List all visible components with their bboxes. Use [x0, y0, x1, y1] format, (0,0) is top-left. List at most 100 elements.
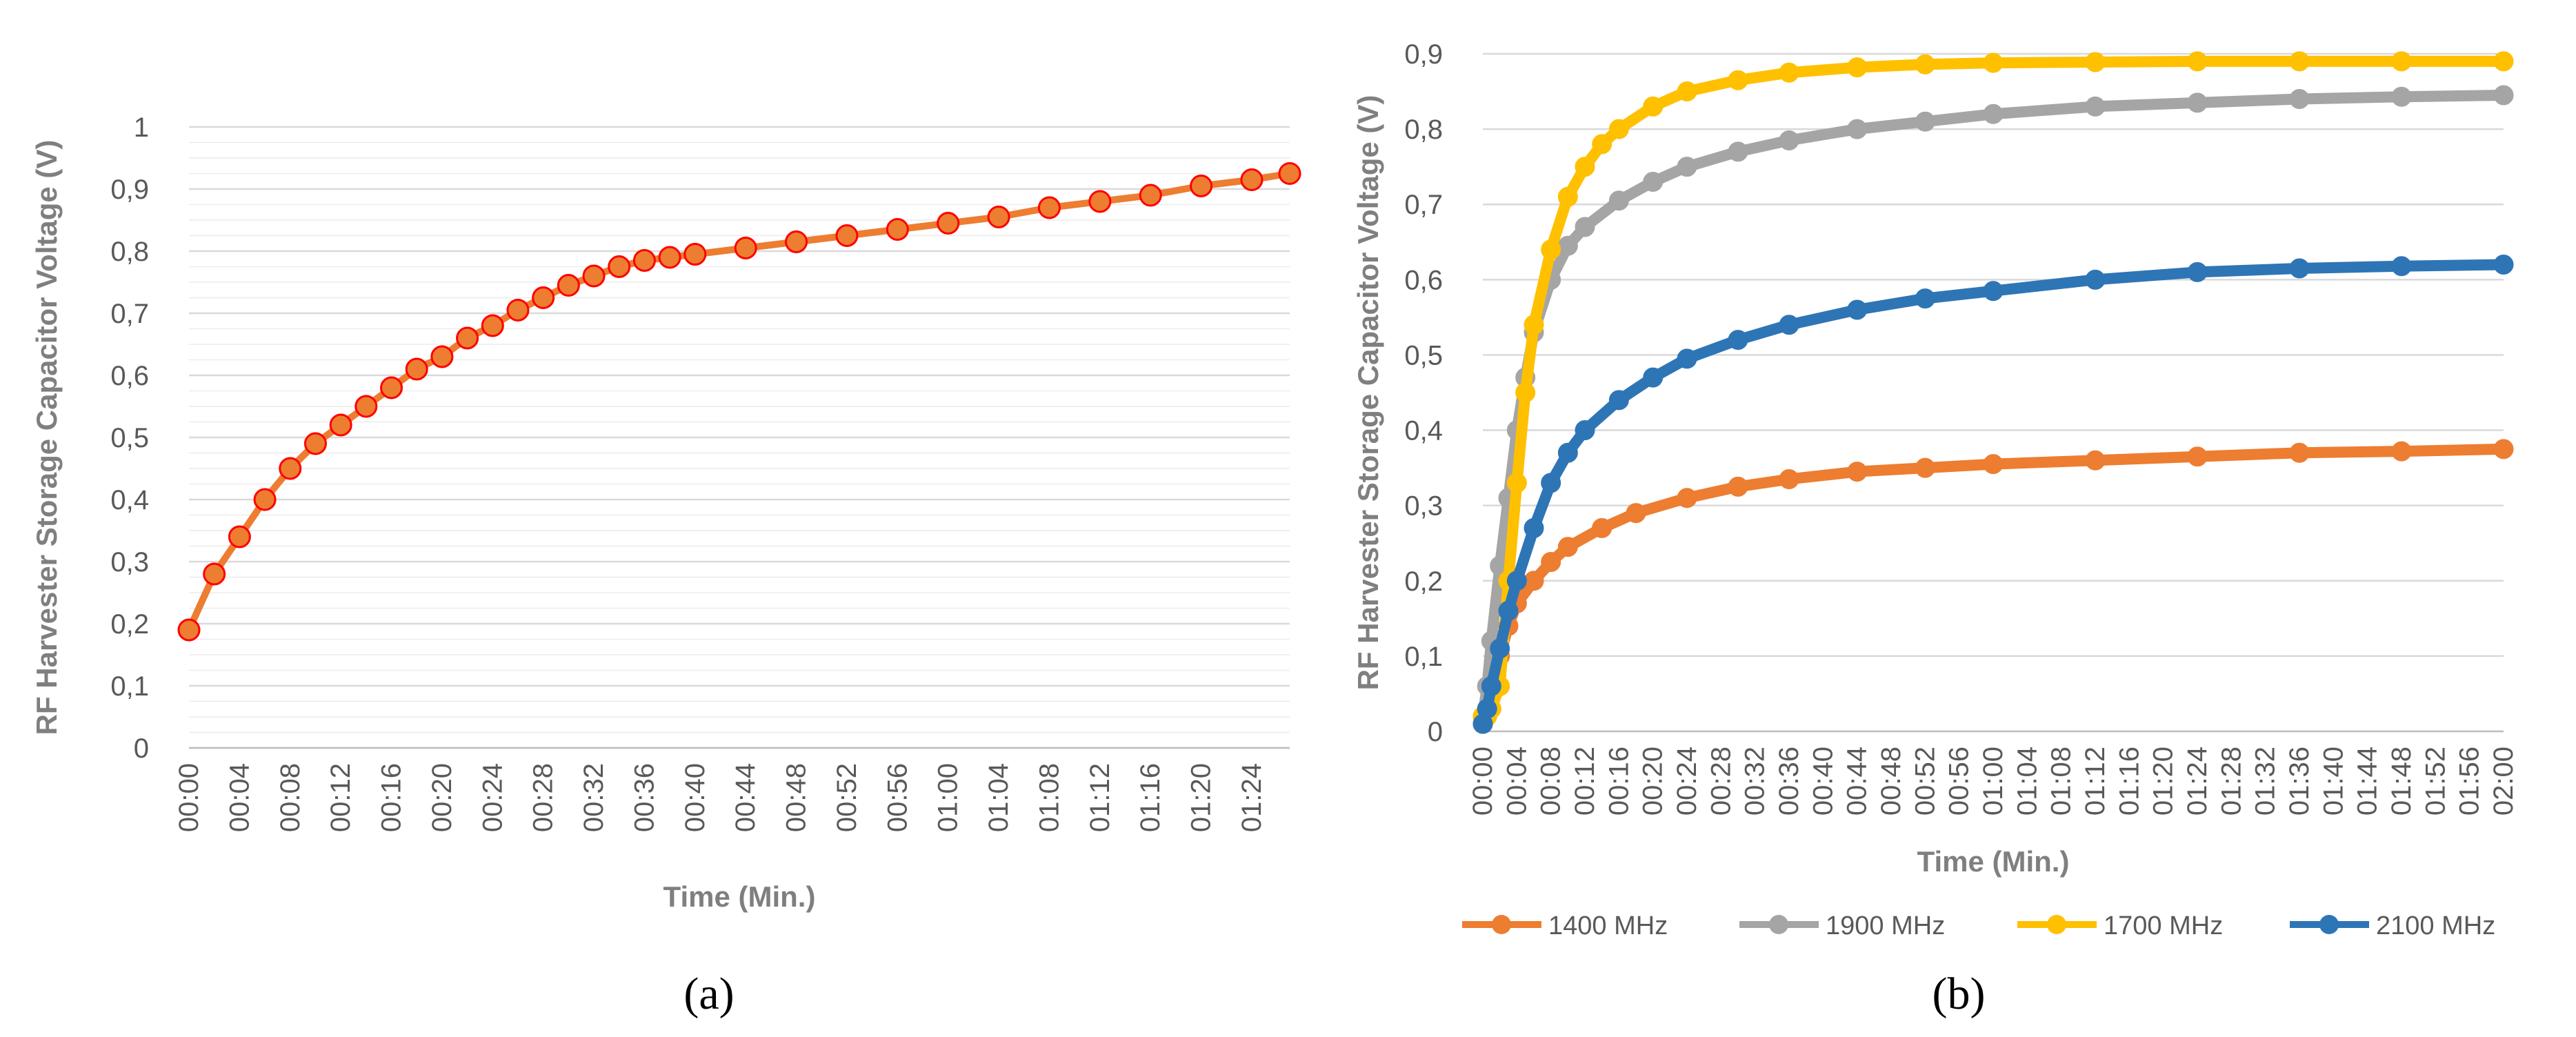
- data-point: [1481, 676, 1501, 697]
- x-tick-label: 00:56: [882, 763, 912, 832]
- data-point: [1847, 462, 1868, 482]
- x-tick-label: 00:44: [730, 763, 761, 832]
- data-point: [1506, 473, 1527, 493]
- x-tick-label: 00:12: [1570, 747, 1600, 816]
- data-point: [1541, 552, 1561, 572]
- x-tick-label: 01:08: [2046, 747, 2077, 816]
- legend-label: 2100 MHz: [2376, 911, 2495, 940]
- chart-a-y-axis-title: RF Harvester Storage Capacitor Voltage (…: [30, 140, 63, 735]
- data-point: [1088, 190, 1112, 213]
- data-point: [683, 243, 707, 266]
- series-2100-mhz: [1472, 255, 2514, 734]
- data-point: [279, 457, 302, 480]
- x-tick-label: 00:04: [1501, 747, 1532, 816]
- data-point: [1524, 517, 1544, 538]
- data-point: [1541, 239, 1561, 260]
- series-line: [1477, 443, 2509, 730]
- data-point: [1490, 638, 1510, 659]
- data-point: [1915, 288, 1935, 309]
- x-tick-label: 00:44: [1842, 747, 1873, 816]
- x-tick-label: 01:36: [2284, 747, 2315, 816]
- data-point: [481, 314, 504, 337]
- data-point: [734, 237, 757, 259]
- x-tick-label: 00:40: [1808, 747, 1838, 816]
- data-point: [2289, 51, 2310, 72]
- legend-item-2100-mhz: 2100 MHz: [2290, 911, 2495, 940]
- data-point: [835, 224, 859, 247]
- data-point: [1728, 70, 1748, 90]
- y-tick-label: 0,1: [1404, 642, 1443, 672]
- panel-label-a: (a): [683, 969, 734, 1019]
- x-tick-label: 01:28: [2216, 747, 2246, 816]
- data-point: [1498, 600, 1519, 621]
- y-tick-label: 0,8: [110, 237, 149, 267]
- x-tick-label: 01:32: [2250, 747, 2281, 816]
- data-point: [405, 357, 428, 381]
- y-tick-label: 0,5: [1404, 340, 1443, 371]
- data-point: [1608, 390, 1629, 411]
- data-point: [2493, 51, 2514, 72]
- data-point: [253, 488, 277, 511]
- legend-label: 1400 MHz: [1548, 911, 1668, 940]
- y-tick-label: 0,2: [110, 609, 149, 640]
- x-tick-label: 01:56: [2455, 747, 2485, 816]
- y-tick-label: 0,4: [110, 485, 149, 515]
- chart-panel-b: 00,10,20,30,40,50,60,70,80,9 00:00 00:04 0…: [1352, 39, 2519, 1019]
- chart-b-x-tick-labels: 00:00 00:04 00:08 00:12 00:16 00:20 00:24 00:28…: [1468, 747, 2519, 816]
- data-point: [532, 286, 555, 309]
- data-point: [1643, 96, 1664, 117]
- x-tick-label: 01:16: [1135, 763, 1166, 832]
- data-point: [2289, 258, 2310, 279]
- chart-a-gridlines: [189, 126, 1290, 749]
- x-tick-label: 00:36: [629, 763, 659, 832]
- data-point: [937, 212, 960, 235]
- data-point: [2187, 51, 2208, 72]
- data-point: [658, 246, 681, 269]
- data-point: [1626, 503, 1646, 524]
- x-tick-label: 00:28: [1706, 747, 1736, 816]
- data-point: [329, 413, 352, 437]
- data-point: [1728, 476, 1748, 497]
- x-tick-label: 00:40: [680, 763, 710, 832]
- data-point: [886, 218, 909, 241]
- x-tick-label: 00:12: [326, 763, 356, 832]
- y-tick-label: 0,6: [110, 361, 149, 391]
- x-tick-label: 00:20: [427, 763, 457, 832]
- y-tick-label: 0,8: [1404, 115, 1443, 145]
- data-point: [177, 618, 201, 642]
- x-tick-label: 01:20: [1186, 763, 1217, 832]
- data-point: [632, 249, 656, 272]
- data-point: [1515, 382, 1536, 403]
- x-tick-label: 01:04: [984, 763, 1014, 832]
- data-point: [1575, 157, 1595, 177]
- data-point: [1477, 698, 1497, 719]
- x-tick-label: 00:32: [1740, 747, 1770, 816]
- data-point: [1677, 488, 1697, 508]
- x-tick-label: 00:52: [832, 763, 862, 832]
- data-point: [1524, 315, 1544, 335]
- x-tick-label: 00:32: [579, 763, 609, 832]
- x-tick-label: 01:40: [2318, 747, 2348, 816]
- data-point: [1278, 162, 1301, 185]
- data-point: [2085, 450, 2106, 471]
- data-point: [1037, 196, 1061, 219]
- y-tick-label: 0,6: [1404, 265, 1443, 295]
- data-point: [1779, 315, 1799, 335]
- x-tick-label: 00:20: [1638, 747, 1668, 816]
- data-point: [2085, 96, 2106, 117]
- x-tick-label: 01:12: [1085, 763, 1115, 832]
- data-point: [987, 206, 1010, 228]
- data-point: [785, 230, 808, 253]
- chart-b-y-tick-labels: 0 0,1 0,2 0,3 0,4 0,5 0,6 0,7 0,8 0,9: [1404, 39, 1443, 747]
- data-point: [1983, 103, 2004, 124]
- data-point: [1915, 54, 1935, 75]
- series-line: [1477, 259, 2509, 730]
- x-tick-label: 00:28: [528, 763, 559, 832]
- legend-label: 1700 MHz: [2104, 911, 2223, 940]
- y-tick-label: 0,7: [1404, 190, 1443, 220]
- data-point: [2085, 52, 2106, 72]
- y-tick-label: 0,3: [1404, 491, 1443, 522]
- data-point: [1915, 457, 1935, 478]
- data-point: [1557, 186, 1578, 207]
- data-point: [1240, 168, 1264, 191]
